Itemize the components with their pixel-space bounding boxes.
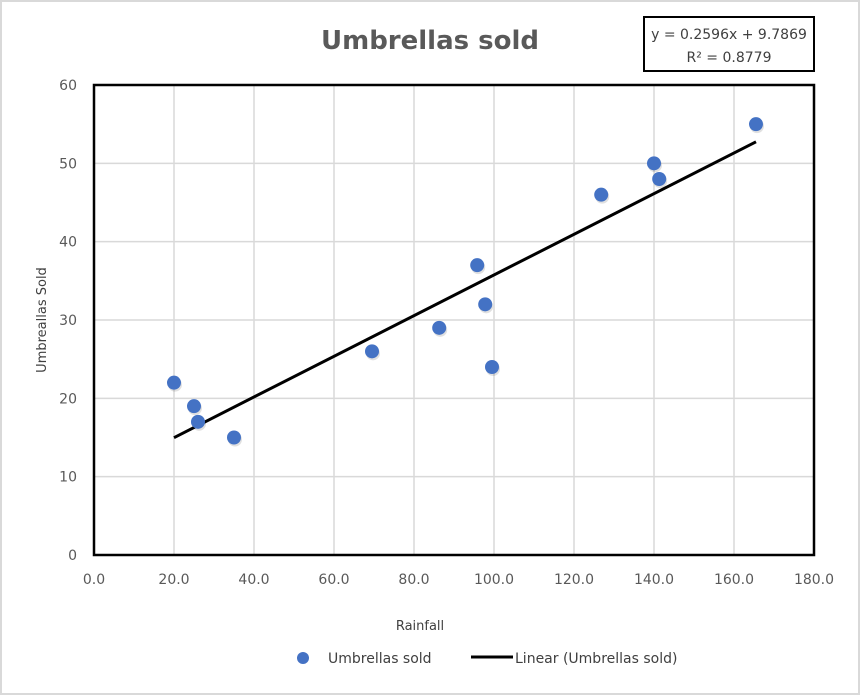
legend-item-umbrellas-sold[interactable]: Umbrellas sold — [297, 651, 432, 667]
data-point[interactable] — [432, 320, 447, 335]
y-tick-label: 50 — [59, 156, 77, 172]
x-tick-label: 20.0 — [158, 572, 189, 588]
x-axis-ticks: 0.0 20.0 40.0 60.0 80.0 100.0 120.0 140.0 160.0 1… — [83, 572, 834, 588]
data-point[interactable] — [749, 117, 763, 132]
equation-box: y = 0.2596x + 9.7869 R² = 0.8779 — [643, 16, 815, 72]
data-point[interactable] — [478, 297, 493, 312]
x-axis-label: Rainfall — [396, 619, 444, 634]
data-point[interactable] — [470, 258, 485, 273]
legend-label-umbrellas-sold: Umbrellas sold — [328, 651, 432, 667]
data-point[interactable] — [594, 187, 609, 202]
x-tick-label: 160.0 — [714, 572, 754, 588]
legend-label-linear: Linear (Umbrellas sold) — [515, 651, 677, 667]
x-tick-label: 80.0 — [398, 572, 429, 588]
linear-trendline — [173, 140, 757, 439]
r-squared-value: R² = 0.8779 — [687, 50, 772, 66]
data-point[interactable] — [227, 430, 241, 445]
data-point[interactable] — [647, 156, 661, 171]
trendline-equation: y = 0.2596x + 9.7869 — [651, 27, 807, 43]
x-tick-label: 0.0 — [83, 572, 105, 588]
data-point[interactable] — [652, 172, 667, 186]
chart-title: Umbrellas sold — [321, 26, 539, 56]
data-points — [167, 117, 764, 447]
legend-item-linear-trendline[interactable]: Linear (Umbrellas sold) — [471, 651, 677, 667]
gridlines — [94, 85, 814, 555]
x-tick-label: 60.0 — [318, 572, 349, 588]
x-tick-label: 40.0 — [238, 572, 269, 588]
legend: Umbrellas sold Linear (Umbrellas sold) — [297, 651, 677, 667]
data-point[interactable] — [365, 344, 379, 359]
data-point[interactable] — [187, 399, 201, 414]
y-tick-label: 30 — [59, 313, 77, 329]
y-tick-label: 40 — [59, 235, 77, 251]
plot-area-border — [92, 83, 816, 557]
y-tick-label: 60 — [59, 78, 77, 94]
data-point[interactable] — [167, 375, 181, 390]
x-tick-label: 140.0 — [634, 572, 674, 588]
y-axis-label: Umbreallas Sold — [35, 267, 50, 373]
circle-marker-icon — [297, 652, 309, 664]
y-axis-ticks: 0 10 20 30 40 50 60 — [59, 78, 77, 564]
y-tick-label: 0 — [68, 548, 77, 564]
y-tick-label: 10 — [59, 470, 77, 486]
data-point[interactable] — [191, 414, 205, 429]
x-tick-label: 120.0 — [554, 572, 594, 588]
x-tick-label: 100.0 — [474, 572, 514, 588]
y-tick-label: 20 — [59, 391, 77, 407]
data-point[interactable] — [485, 360, 499, 374]
x-tick-label: 180.0 — [794, 572, 834, 588]
